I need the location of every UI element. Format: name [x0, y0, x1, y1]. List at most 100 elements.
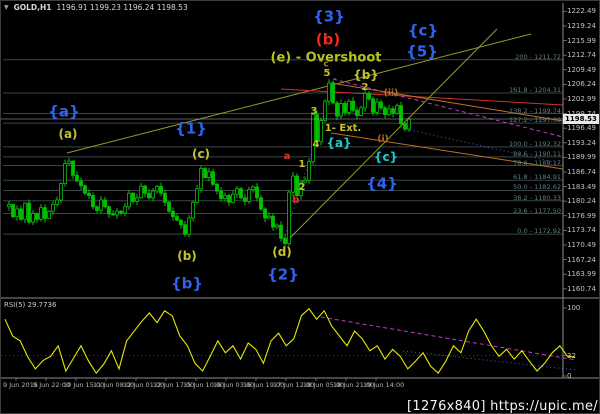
candle-body — [307, 161, 311, 181]
candle-body — [399, 105, 403, 125]
candle-body — [231, 193, 235, 203]
candle-body — [339, 103, 343, 117]
candle-body — [371, 98, 375, 113]
candle-body — [359, 107, 363, 116]
trendline — [330, 82, 564, 122]
candle-body — [299, 181, 303, 196]
candle-body — [263, 208, 267, 219]
candle-body — [387, 108, 391, 116]
candle-body — [279, 224, 283, 239]
candle-body — [191, 201, 195, 219]
candle-body — [15, 208, 19, 218]
candle-body — [123, 206, 127, 214]
candle-body — [103, 199, 107, 208]
candle-body — [303, 179, 307, 183]
candle-body — [51, 204, 55, 212]
candle-body — [55, 199, 59, 205]
candle-body — [11, 204, 15, 218]
candle-body — [183, 224, 187, 235]
candle-body — [223, 195, 227, 200]
candle-body — [139, 185, 143, 199]
candle-body — [331, 82, 335, 104]
candle-body — [91, 195, 95, 208]
candle-body — [319, 120, 323, 143]
candle-body — [367, 93, 371, 100]
candle-body — [47, 210, 51, 219]
candle-body — [119, 210, 123, 214]
candle-body — [63, 163, 67, 184]
candle-body — [259, 197, 263, 210]
candle-body — [179, 219, 183, 226]
trendline — [283, 75, 337, 240]
candle-body — [7, 204, 11, 208]
candle-body — [35, 213, 39, 220]
candle-body — [83, 185, 87, 194]
candle-body — [207, 171, 211, 178]
candle-body — [335, 102, 339, 117]
candle-body — [95, 206, 99, 211]
candle-body — [255, 186, 259, 199]
candle-body — [151, 190, 155, 199]
candle-body — [267, 215, 271, 219]
candle-body — [187, 217, 191, 235]
candle-body — [391, 108, 395, 114]
candle-body — [147, 192, 151, 199]
candle-body — [163, 192, 167, 203]
candle-body — [239, 188, 243, 199]
candle-body — [195, 188, 199, 203]
candle-body — [407, 118, 411, 130]
candle-body — [403, 123, 407, 130]
candle-body — [251, 186, 255, 191]
candle-body — [383, 107, 387, 116]
trendline — [330, 132, 564, 170]
candle-body — [311, 114, 315, 163]
candle-body — [67, 160, 71, 164]
candle-body — [215, 183, 219, 192]
candle-body — [131, 192, 135, 202]
candle-body — [295, 175, 299, 196]
candle-body — [171, 210, 175, 218]
candle-body — [327, 82, 331, 102]
candle-body — [275, 224, 279, 228]
candle-body — [159, 186, 163, 194]
candle-body — [219, 190, 223, 200]
candle-body — [43, 207, 47, 219]
candle-body — [211, 171, 215, 185]
trendline — [66, 33, 532, 154]
candle-body — [31, 213, 35, 223]
candle-body — [167, 201, 171, 212]
candle-body — [135, 197, 139, 202]
candle-body — [175, 216, 179, 221]
candle-body — [59, 183, 63, 201]
candle-body — [39, 207, 43, 220]
candle-body — [351, 100, 355, 111]
trendline — [320, 316, 577, 361]
candle-body — [99, 199, 103, 211]
candle-body — [71, 160, 75, 176]
candle-body — [155, 186, 159, 192]
candle-body — [19, 208, 23, 220]
candle-body — [379, 101, 383, 109]
candle-body — [111, 213, 115, 216]
candle-body — [27, 202, 31, 223]
candle-body — [203, 168, 207, 178]
candle-body — [291, 175, 295, 193]
candle-body — [115, 210, 119, 216]
candle-body — [355, 109, 359, 116]
candle-body — [271, 215, 275, 228]
candle-body — [287, 191, 291, 245]
candle-body — [343, 103, 347, 113]
candle-body — [227, 195, 231, 203]
candle-body — [107, 206, 111, 215]
trendline — [402, 350, 577, 371]
candle-body — [375, 101, 379, 113]
candle-body — [347, 100, 351, 113]
rsi-line — [4, 307, 576, 375]
candle-body — [243, 197, 247, 202]
candle-body — [75, 174, 79, 182]
candle-body — [247, 189, 251, 202]
candle-body — [323, 100, 327, 122]
trendline — [405, 128, 564, 165]
